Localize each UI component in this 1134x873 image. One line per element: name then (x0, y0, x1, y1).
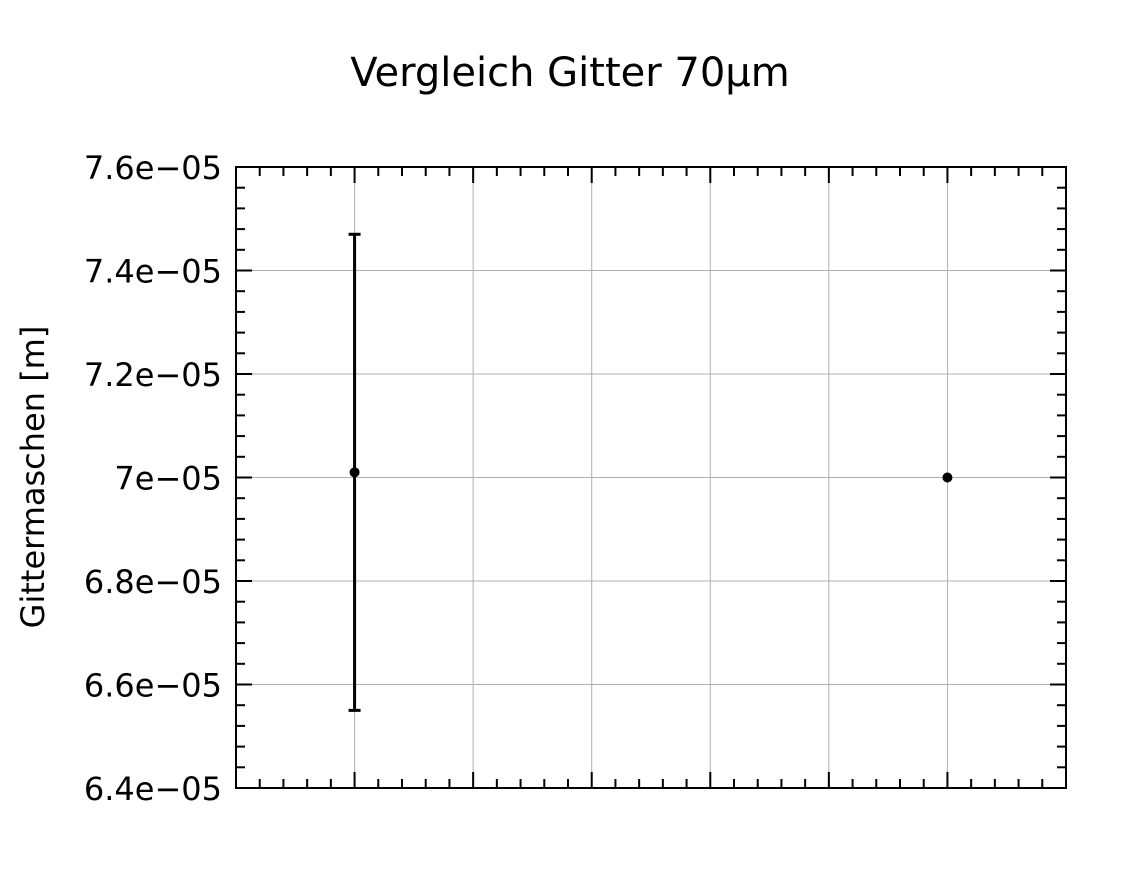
y-tick-label: 7.6e−05 (84, 149, 222, 187)
y-tick-labels: 6.4e−05 6.6e−05 6.8e−05 7e−05 7.2e−05 7.4e−05… (84, 149, 222, 808)
y-tick-label: 7.2e−05 (84, 356, 222, 394)
y-tick-label: 6.4e−05 (84, 770, 222, 808)
data-point (349, 467, 360, 478)
y-tick-label: 6.6e−05 (84, 667, 222, 705)
data-point (942, 472, 953, 483)
y-tick-label: 7e−05 (114, 460, 222, 498)
plot-frame (235, 166, 1067, 789)
y-tick-label: 7.4e−05 (84, 253, 222, 291)
y-axis-label: Gittermaschen [m] (14, 326, 52, 629)
chart-title: Vergleich Gitter 70μm (350, 50, 789, 96)
grid (236, 167, 1066, 788)
y-tick-label: 6.8e−05 (84, 563, 222, 601)
data-points (348, 232, 953, 712)
